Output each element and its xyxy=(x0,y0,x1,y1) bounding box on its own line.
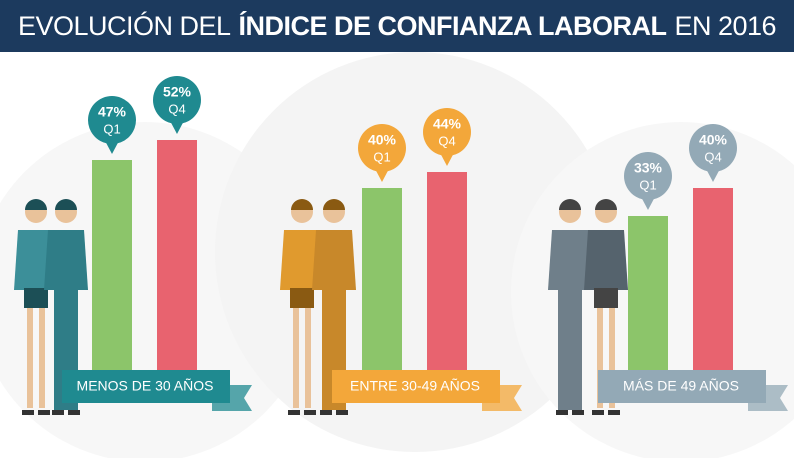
category-label: ENTRE 30-49 AÑOS xyxy=(350,378,480,394)
person-shoes xyxy=(288,410,316,415)
value-label: 40% xyxy=(368,132,397,148)
series-label: Q4 xyxy=(704,149,721,164)
bubble xyxy=(624,152,672,200)
title-bar: EVOLUCIÓN DEL ÍNDICE DE CONFIANZA LABORA… xyxy=(0,0,794,52)
person-shoes xyxy=(22,410,50,415)
value-label: 33% xyxy=(634,160,663,176)
value-label: 40% xyxy=(699,132,728,148)
bar xyxy=(157,140,197,397)
bubble xyxy=(153,76,201,124)
category-label: MÁS DE 49 AÑOS xyxy=(623,378,739,394)
ribbon xyxy=(332,370,500,403)
bubble xyxy=(88,96,136,144)
ribbon xyxy=(598,370,766,403)
title-part: EN 2016 xyxy=(674,10,777,41)
person-hair xyxy=(559,199,581,210)
person-hair xyxy=(291,199,313,210)
person-body xyxy=(44,230,88,290)
series-label: Q4 xyxy=(168,101,185,116)
person-hair xyxy=(595,199,617,210)
person-legs xyxy=(27,308,45,408)
person-body xyxy=(312,230,356,290)
bar xyxy=(92,160,132,397)
bar xyxy=(628,216,668,397)
bar xyxy=(427,172,467,397)
series-label: Q4 xyxy=(438,133,455,148)
person-legs xyxy=(594,288,618,308)
value-label: 44% xyxy=(433,116,462,132)
bubble xyxy=(423,108,471,156)
person-body xyxy=(584,230,628,290)
person-shoes xyxy=(592,410,620,415)
title-part: ÍNDICE DE CONFIANZA LABORAL xyxy=(238,10,667,41)
person-legs xyxy=(558,290,582,410)
category-label: MENOS DE 30 AÑOS xyxy=(77,378,214,394)
person-shoes xyxy=(52,410,80,415)
person-hair xyxy=(55,199,77,210)
person-shoes xyxy=(320,410,348,415)
bubble xyxy=(358,124,406,172)
value-label: 47% xyxy=(98,104,127,120)
person-hair xyxy=(323,199,345,210)
person-legs xyxy=(290,288,314,308)
bar xyxy=(693,188,733,397)
person-hair xyxy=(25,199,47,210)
bubble xyxy=(689,124,737,172)
series-label: Q1 xyxy=(103,121,120,136)
title-part: EVOLUCIÓN DEL xyxy=(17,10,231,41)
series-label: Q1 xyxy=(373,149,390,164)
person-body xyxy=(548,230,592,290)
background-circle xyxy=(215,52,615,452)
person-legs xyxy=(293,308,311,408)
person-legs xyxy=(24,288,48,308)
person-shoes xyxy=(556,410,584,415)
series-label: Q1 xyxy=(639,177,656,192)
bar xyxy=(362,188,402,397)
ribbon xyxy=(62,370,230,403)
value-label: 52% xyxy=(163,84,192,100)
